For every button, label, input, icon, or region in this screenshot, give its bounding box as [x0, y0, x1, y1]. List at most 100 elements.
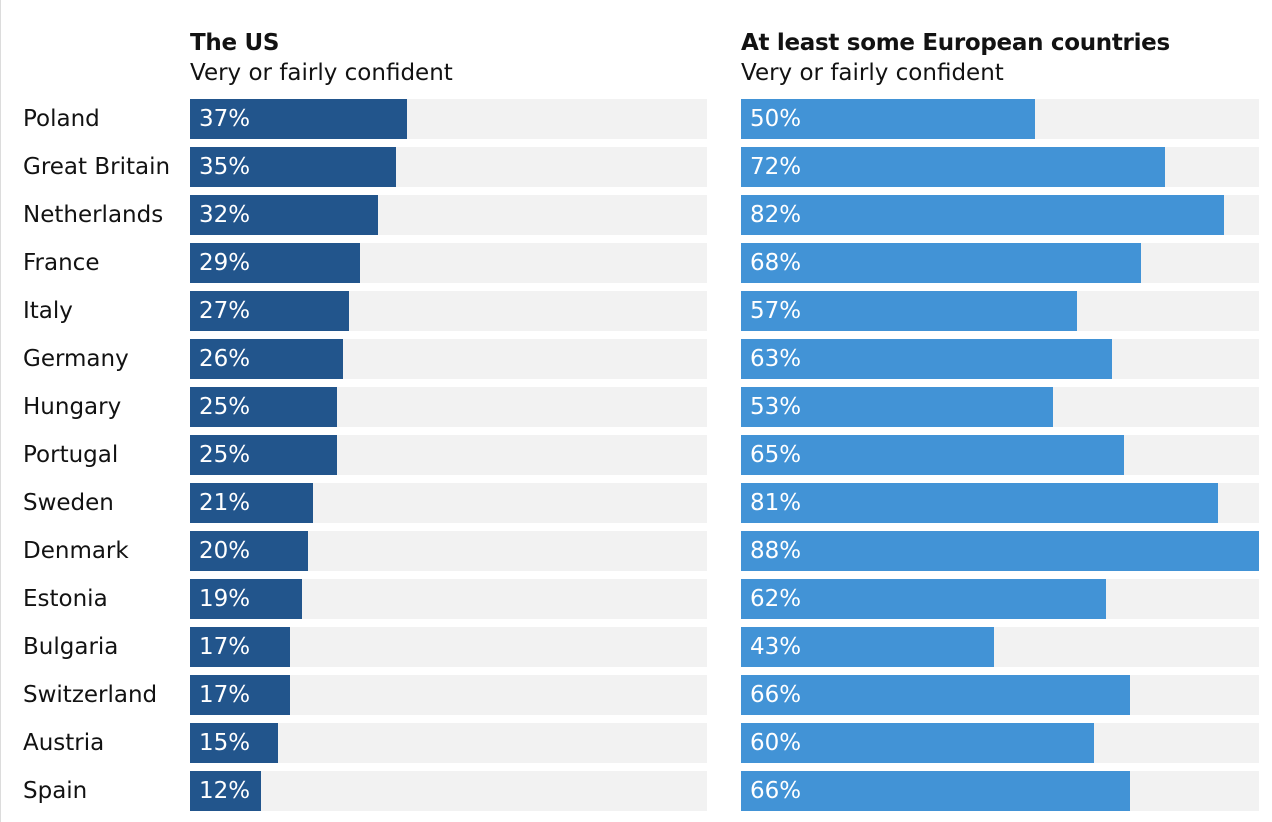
bar-europe: 43% — [741, 627, 994, 667]
bar-europe: 57% — [741, 291, 1077, 331]
bar-europe: 81% — [741, 483, 1218, 523]
panel-title-europe: At least some European countries — [741, 30, 1170, 56]
bar-track-us: 27% — [190, 291, 707, 331]
panel-subtitle-europe: Very or fairly confident — [741, 60, 1004, 86]
bar-track-europe: 50% — [741, 99, 1259, 139]
bar-value-label: 17% — [199, 682, 251, 708]
bar-track-europe: 62% — [741, 579, 1259, 619]
bar-value-label: 60% — [750, 730, 802, 756]
bar-track-europe: 81% — [741, 483, 1259, 523]
bar-us: 15% — [190, 723, 278, 763]
bar-value-label: 53% — [750, 394, 802, 420]
country-label: Austria — [23, 730, 105, 756]
country-label: Italy — [23, 298, 73, 324]
bar-us: 37% — [190, 99, 407, 139]
bar-value-label: 43% — [750, 634, 802, 660]
bar-track-us: 37% — [190, 99, 707, 139]
bar-track-us: 15% — [190, 723, 707, 763]
bar-value-label: 82% — [750, 202, 802, 228]
bar-europe: 50% — [741, 99, 1035, 139]
bar-value-label: 19% — [199, 586, 251, 612]
bar-us: 32% — [190, 195, 378, 235]
bar-value-label: 68% — [750, 250, 802, 276]
bar-europe: 82% — [741, 195, 1224, 235]
country-label: Netherlands — [23, 202, 164, 228]
country-label: France — [23, 250, 100, 276]
bar-value-label: 66% — [750, 682, 802, 708]
bar-value-label: 32% — [199, 202, 251, 228]
bar-value-label: 21% — [199, 490, 251, 516]
bar-track-us: 35% — [190, 147, 707, 187]
bar-value-label: 15% — [199, 730, 251, 756]
bar-track-europe: 66% — [741, 771, 1259, 811]
bar-value-label: 26% — [199, 346, 251, 372]
bar-us: 29% — [190, 243, 360, 283]
country-label: Estonia — [23, 586, 108, 612]
bar-track-europe: 88% — [741, 531, 1259, 571]
bar-track-europe: 72% — [741, 147, 1259, 187]
country-label: Portugal — [23, 442, 119, 468]
bar-value-label: 65% — [750, 442, 802, 468]
bar-value-label: 88% — [750, 538, 802, 564]
bar-value-label: 50% — [750, 106, 802, 132]
bar-track-europe: 68% — [741, 243, 1259, 283]
bar-track-europe: 43% — [741, 627, 1259, 667]
bar-europe: 53% — [741, 387, 1053, 427]
left-rule — [0, 0, 1, 822]
country-label: Sweden — [23, 490, 114, 516]
bar-track-europe: 53% — [741, 387, 1259, 427]
panel-subtitle-us: Very or fairly confident — [190, 60, 453, 86]
bar-value-label: 17% — [199, 634, 251, 660]
bar-track-us: 25% — [190, 435, 707, 475]
bar-value-label: 35% — [199, 154, 251, 180]
country-label: Switzerland — [23, 682, 158, 708]
bar-us: 21% — [190, 483, 313, 523]
bar-track-europe: 65% — [741, 435, 1259, 475]
bar-track-europe: 57% — [741, 291, 1259, 331]
bar-us: 26% — [190, 339, 343, 379]
bar-us: 17% — [190, 627, 290, 667]
country-label: Poland — [23, 106, 100, 132]
bar-value-label: 20% — [199, 538, 251, 564]
bar-value-label: 25% — [199, 442, 251, 468]
bar-track-us: 17% — [190, 675, 707, 715]
bar-us: 25% — [190, 387, 337, 427]
bar-europe: 66% — [741, 771, 1130, 811]
bar-track-europe: 60% — [741, 723, 1259, 763]
bar-us: 27% — [190, 291, 349, 331]
bar-us: 12% — [190, 771, 261, 811]
bar-europe: 66% — [741, 675, 1130, 715]
bar-track-us: 29% — [190, 243, 707, 283]
country-label: Germany — [23, 346, 129, 372]
country-label: Denmark — [23, 538, 129, 564]
bar-track-us: 32% — [190, 195, 707, 235]
bar-track-us: 12% — [190, 771, 707, 811]
bar-value-label: 25% — [199, 394, 251, 420]
bar-track-europe: 66% — [741, 675, 1259, 715]
country-label: Bulgaria — [23, 634, 119, 660]
bar-track-us: 26% — [190, 339, 707, 379]
bar-track-us: 20% — [190, 531, 707, 571]
bar-value-label: 72% — [750, 154, 802, 180]
bar-track-us: 21% — [190, 483, 707, 523]
bar-europe: 65% — [741, 435, 1124, 475]
bar-europe: 72% — [741, 147, 1165, 187]
bar-track-europe: 82% — [741, 195, 1259, 235]
bar-value-label: 62% — [750, 586, 802, 612]
bar-track-us: 17% — [190, 627, 707, 667]
panel-title-us: The US — [190, 30, 280, 56]
bar-europe: 88% — [741, 531, 1259, 571]
bar-us: 20% — [190, 531, 308, 571]
bar-track-us: 19% — [190, 579, 707, 619]
country-label: Great Britain — [23, 154, 171, 180]
bar-us: 17% — [190, 675, 290, 715]
bar-value-label: 37% — [199, 106, 251, 132]
country-label: Hungary — [23, 394, 122, 420]
bar-value-label: 66% — [750, 778, 802, 804]
bar-value-label: 27% — [199, 298, 251, 324]
bar-europe: 63% — [741, 339, 1112, 379]
bar-us: 25% — [190, 435, 337, 475]
country-label: Spain — [23, 778, 88, 804]
bar-us: 35% — [190, 147, 396, 187]
bar-value-label: 29% — [199, 250, 251, 276]
